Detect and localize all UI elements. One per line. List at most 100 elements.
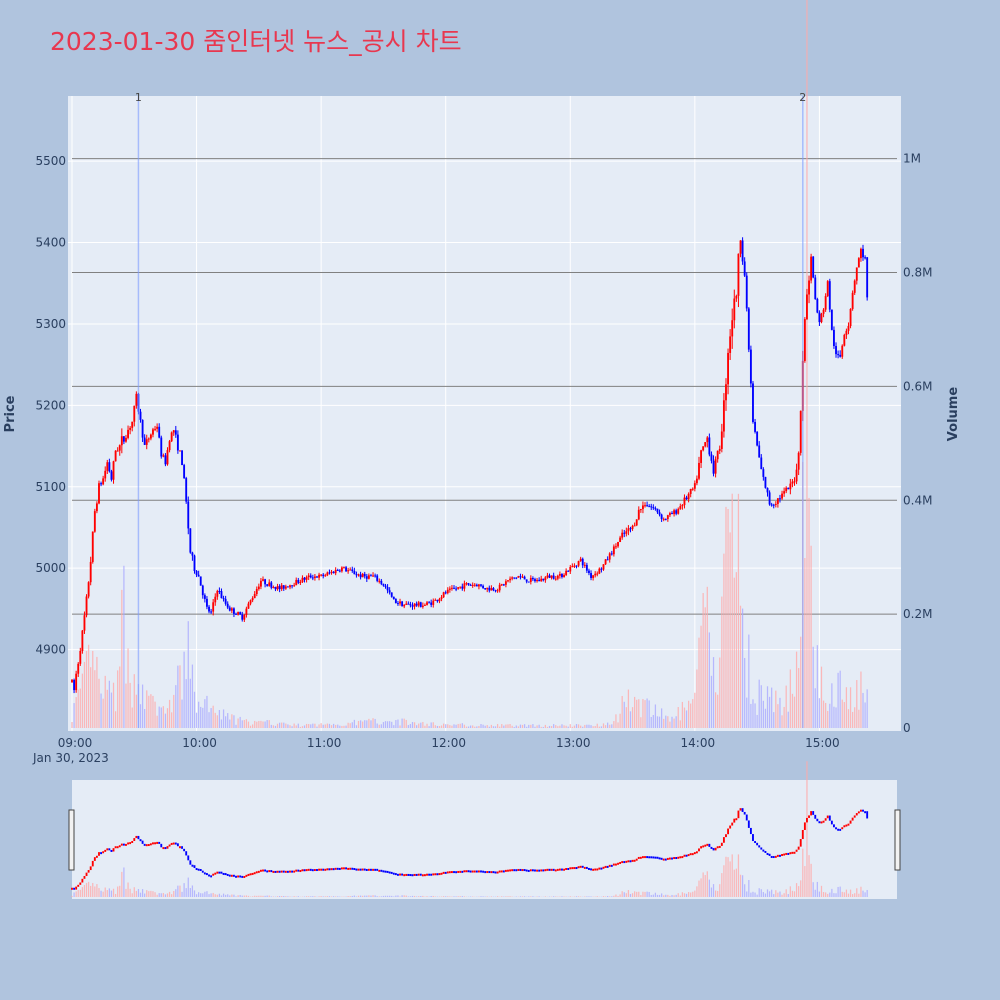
- volume-bar: [517, 726, 519, 728]
- mini-candle: [781, 854, 783, 857]
- mini-candle: [764, 850, 767, 853]
- mini-volume-bar: [233, 894, 235, 897]
- mini-volume-bar: [173, 890, 175, 897]
- candle: [247, 603, 250, 609]
- candle: [444, 592, 447, 594]
- mini-volume-bar: [802, 848, 804, 897]
- mini-candle: [820, 821, 823, 824]
- mini-candle: [712, 848, 715, 851]
- mini-candle: [444, 871, 447, 874]
- mini-volume-bar: [656, 894, 659, 897]
- candle: [565, 570, 568, 575]
- candle: [731, 320, 734, 337]
- price-tick-label: 5400: [35, 236, 66, 250]
- volume-bar: [858, 709, 860, 728]
- candle: [450, 587, 453, 589]
- mini-volume-bar: [264, 895, 266, 897]
- volume-bar: [312, 723, 314, 728]
- mini-volume-bar: [854, 893, 856, 897]
- volume-bar: [692, 699, 694, 728]
- mini-volume-bar: [634, 891, 636, 897]
- volume-bar: [617, 722, 619, 728]
- time-tick-label: 09:00: [58, 736, 93, 750]
- mini-volume-bar: [590, 896, 592, 897]
- volume-bar: [476, 726, 478, 728]
- volume-bar: [511, 725, 513, 728]
- candle: [664, 518, 667, 520]
- news-marker-label: 2: [799, 91, 806, 104]
- candle: [806, 294, 808, 320]
- range-slider[interactable]: [72, 780, 897, 899]
- mini-volume-bar: [90, 885, 92, 897]
- candle: [577, 561, 580, 566]
- mini-volume-bar: [758, 888, 760, 897]
- mini-candle: [463, 870, 466, 873]
- mini-candle: [465, 870, 468, 873]
- mini-candle: [286, 870, 289, 873]
- volume-bar: [808, 497, 810, 728]
- mini-candle: [374, 868, 377, 871]
- volume-bar: [368, 718, 370, 728]
- volume-bar: [636, 699, 638, 728]
- volume-bar: [546, 726, 549, 728]
- candle: [284, 586, 287, 589]
- mini-volume-bar: [750, 892, 752, 897]
- candle: [440, 597, 443, 599]
- volume-bar: [372, 718, 374, 728]
- candle: [357, 574, 360, 576]
- mini-candle: [390, 871, 393, 874]
- mini-volume-bar: [501, 896, 503, 897]
- mini-volume-bar: [721, 873, 723, 897]
- volume-bar: [515, 725, 517, 728]
- mini-volume-bar: [168, 891, 171, 897]
- candle: [556, 575, 559, 579]
- volume-bar: [293, 723, 295, 728]
- mini-candle: [125, 843, 127, 846]
- mini-volume-bar: [671, 894, 673, 897]
- volume-bar: [220, 719, 223, 728]
- candle: [477, 584, 480, 587]
- mini-candle: [189, 860, 192, 865]
- mini-candle: [725, 834, 727, 838]
- candle: [563, 574, 565, 578]
- mini-candle: [120, 843, 123, 846]
- volume-bar: [353, 719, 355, 728]
- mini-candle: [849, 820, 852, 824]
- mini-candle: [538, 869, 541, 872]
- mini-candle: [579, 865, 582, 868]
- volume-bar: [627, 689, 630, 728]
- mini-candle: [720, 842, 723, 846]
- mini-candle: [654, 856, 657, 859]
- volume-bar: [490, 724, 493, 728]
- volume-bar: [619, 713, 621, 728]
- volume-bar: [208, 712, 210, 728]
- volume-bar: [679, 720, 681, 728]
- candle: [89, 561, 92, 583]
- candle: [122, 436, 125, 442]
- mini-volume-bar: [760, 889, 762, 897]
- mini-candle: [608, 864, 611, 867]
- mini-volume-bar: [741, 875, 744, 897]
- candle: [648, 506, 651, 508]
- volume-bar: [744, 657, 746, 728]
- candle: [172, 430, 175, 433]
- mini-volume-bar: [326, 896, 328, 897]
- volume-bar: [222, 709, 225, 728]
- mini-candle: [714, 847, 717, 851]
- range-slider-right-handle[interactable]: [894, 809, 901, 871]
- volume-bar: [129, 682, 131, 728]
- volume-bar: [185, 679, 187, 728]
- volume-bar: [440, 725, 443, 728]
- mini-volume-bar: [183, 883, 185, 897]
- candle: [419, 602, 422, 607]
- candle: [521, 576, 524, 578]
- mini-volume-bar: [227, 894, 229, 897]
- mini-candle: [639, 856, 642, 859]
- range-slider-left-handle[interactable]: [68, 809, 75, 871]
- mini-candle: [754, 841, 756, 844]
- mini-candle: [127, 842, 129, 845]
- mini-volume-bar: [79, 889, 81, 897]
- mini-volume-bar: [839, 886, 841, 897]
